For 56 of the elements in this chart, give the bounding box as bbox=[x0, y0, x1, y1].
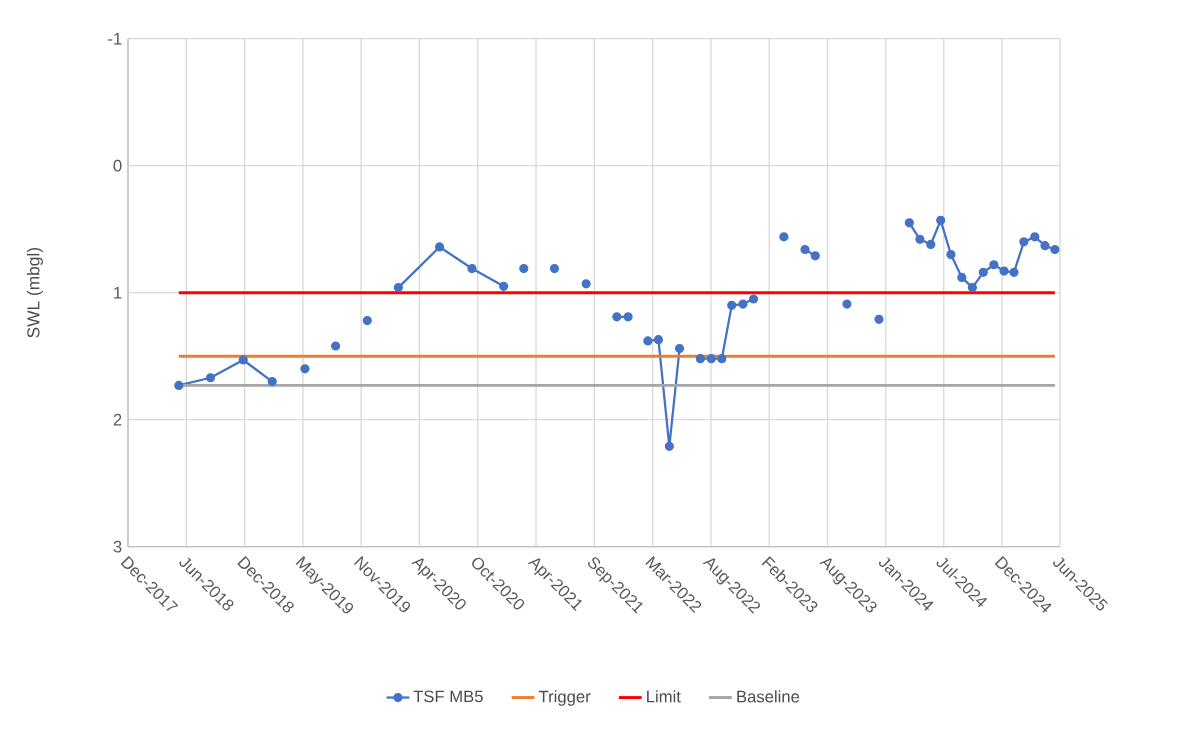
point bbox=[674, 343, 685, 354]
point bbox=[1040, 241, 1050, 251]
point bbox=[800, 244, 810, 255]
legend-label: TSF MB5 bbox=[413, 690, 483, 703]
point bbox=[1030, 232, 1040, 242]
point bbox=[393, 282, 403, 293]
point bbox=[612, 312, 622, 322]
point bbox=[643, 336, 653, 346]
point bbox=[653, 335, 664, 345]
point bbox=[499, 281, 509, 291]
point bbox=[623, 312, 633, 322]
y-tick-label: 2 bbox=[113, 413, 122, 426]
point bbox=[999, 266, 1009, 276]
y-tick-label: 0 bbox=[113, 159, 122, 172]
point bbox=[946, 249, 956, 260]
point bbox=[664, 441, 674, 451]
legend-label: Trigger bbox=[538, 690, 591, 706]
point bbox=[989, 260, 999, 270]
point bbox=[978, 267, 988, 277]
point bbox=[748, 294, 759, 304]
point bbox=[738, 299, 748, 309]
point bbox=[967, 282, 977, 293]
point bbox=[706, 354, 716, 364]
point bbox=[717, 354, 727, 364]
point bbox=[549, 263, 560, 274]
point bbox=[331, 341, 341, 351]
point bbox=[467, 263, 477, 274]
point bbox=[1009, 267, 1019, 277]
point bbox=[957, 272, 967, 283]
point bbox=[936, 215, 946, 225]
point bbox=[842, 299, 852, 309]
y-tick-label: -1 bbox=[108, 32, 122, 45]
point bbox=[238, 355, 248, 365]
point bbox=[581, 279, 591, 289]
point bbox=[695, 354, 705, 364]
point bbox=[174, 380, 184, 390]
point bbox=[874, 314, 884, 324]
point bbox=[205, 373, 216, 383]
point bbox=[915, 234, 925, 244]
point bbox=[810, 251, 820, 261]
point bbox=[434, 242, 445, 252]
point bbox=[904, 218, 914, 228]
legend-label: Limit bbox=[647, 690, 681, 703]
legend-label: Baseline bbox=[737, 690, 800, 703]
point bbox=[1019, 237, 1029, 247]
point bbox=[362, 316, 372, 326]
y-tick-label: 3 bbox=[113, 540, 122, 553]
y-axis-title: SWL (mbgl) bbox=[26, 248, 43, 338]
point bbox=[267, 376, 277, 387]
point bbox=[1050, 244, 1060, 255]
point bbox=[727, 300, 737, 310]
point bbox=[779, 232, 789, 242]
point bbox=[519, 263, 529, 274]
point bbox=[300, 364, 310, 374]
point bbox=[926, 239, 936, 250]
y-tick-label: 1 bbox=[114, 286, 122, 299]
